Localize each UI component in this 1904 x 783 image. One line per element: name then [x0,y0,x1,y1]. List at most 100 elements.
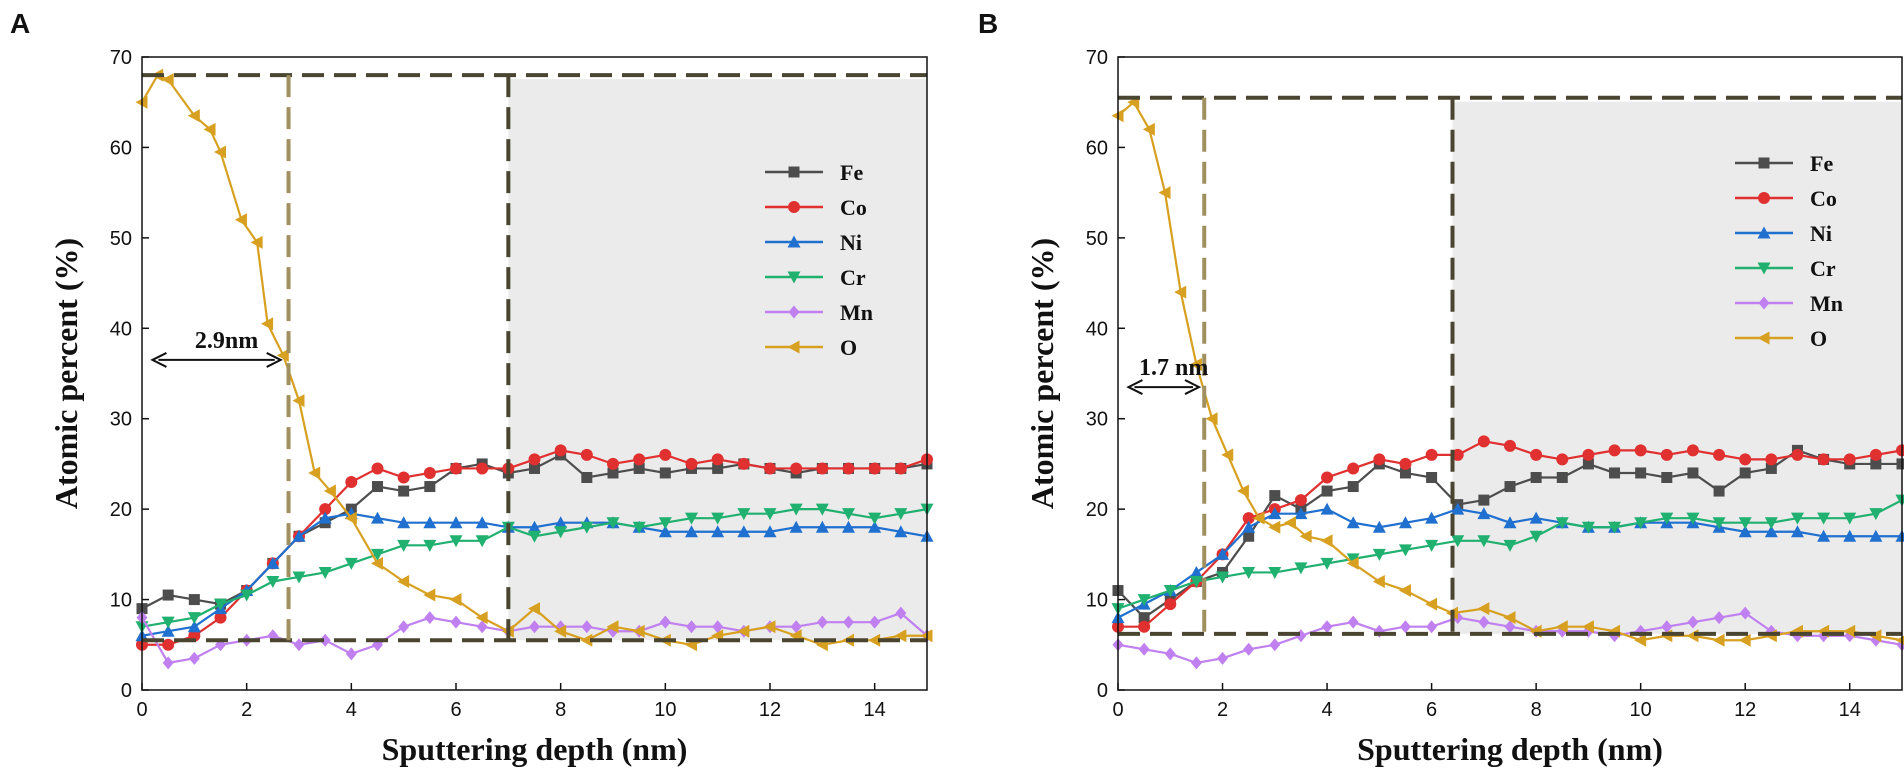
data-point-fe-b [1739,467,1751,479]
data-point-fe-b [1635,467,1647,479]
x-tick-label-b: 8 [1531,699,1542,721]
data-point-cr-b [1372,548,1386,561]
data-point-mn-a [476,620,488,634]
data-point-o-a [528,602,540,616]
x-axis-title-b: Sputtering depth (nm) [1357,731,1663,767]
legend-marker-o-a [787,340,800,354]
legend-label-mn-b: Mn [1810,291,1843,316]
data-point-mn-b [1426,620,1438,634]
data-point-o-b [1843,624,1856,638]
data-point-o-b [1252,511,1265,525]
data-point-ni-a [371,511,384,524]
data-point-ni-a [161,624,175,637]
data-point-mn-b [1739,606,1751,620]
legend-label-o-a: O [840,335,857,360]
data-point-co-b [1321,471,1334,484]
data-point-fe-a [372,481,383,493]
data-point-fe-a [712,462,724,474]
data-point-fe-a [607,467,619,479]
data-point-fe-b [1870,458,1882,470]
data-point-ni-a [685,525,698,538]
data-point-mn-b [1321,620,1333,634]
annotation-label-a: 2.9nm [195,328,258,354]
data-point-mn-a [188,651,200,665]
data-point-mn-b [1164,647,1176,661]
data-point-ni-a [397,516,411,529]
data-point-fe-a [659,467,671,479]
data-point-co-a [607,457,619,470]
data-point-o-a [737,624,750,638]
data-point-fe-b [1321,485,1333,497]
y-tick-label-a: 50 [110,228,132,250]
y-tick-label-b: 70 [1086,47,1108,69]
data-point-fe-b [1399,467,1411,479]
data-point-mn-b [1217,651,1229,665]
data-point-cr-a [580,521,594,534]
data-point-fe-b [1661,471,1673,483]
data-point-ni-a [711,525,725,538]
data-point-co-a [633,453,646,466]
data-point-co-a [894,462,907,475]
data-point-mn-a [293,638,305,652]
data-point-ni-a [894,525,908,538]
data-point-mn-b [1713,611,1725,625]
data-point-fe-b [1896,458,1904,470]
legend-label-fe-b: Fe [1810,151,1833,176]
x-axis-title-a: Sputtering depth (nm) [382,731,688,767]
data-point-o-b [1268,520,1281,534]
data-point-mn-a [712,620,724,634]
data-point-co-a [554,444,567,457]
data-point-mn-a [581,620,593,634]
data-point-o-b [1158,186,1171,200]
data-point-ni-a [187,620,201,633]
data-point-cr-b [1634,517,1648,530]
data-point-co-a [319,503,332,516]
data-point-mn-b [1399,620,1411,634]
data-point-co-b [1843,453,1856,466]
data-point-mn-a [790,620,802,634]
data-point-o-a [423,588,436,602]
data-point-co-a [345,476,358,489]
x-tick-label-a: 2 [241,699,252,721]
data-point-ni-a [763,525,777,538]
data-point-mn-a [869,615,881,629]
data-point-o-a [187,109,200,123]
data-point-cr-a [606,517,620,530]
data-point-cr-a [371,548,384,561]
data-point-cr-b [1477,535,1491,548]
data-point-ni-b [1451,502,1465,515]
data-point-mn-a [895,606,907,620]
data-point-cr-b [1451,535,1465,548]
data-point-cr-b [1712,517,1726,530]
data-point-co-a [528,453,541,466]
data-point-co-b [1765,453,1778,466]
legend-marker-fe-a [788,166,800,178]
data-point-co-b [1138,620,1151,633]
data-point-ni-a [423,516,437,529]
data-point-o-b [1425,597,1438,611]
data-point-co-a [868,462,881,475]
data-point-mn-b [1347,615,1359,629]
data-point-o-a [397,574,410,588]
legend-marker-ni-b [1757,226,1771,239]
y-tick-label-a: 10 [110,590,132,612]
data-point-o-a [632,624,645,638]
data-point-o-b [1320,534,1333,548]
data-point-o-b [1503,611,1516,625]
data-point-ni-b [1294,507,1308,520]
data-point-co-a [476,462,489,475]
x-tick-label-b: 6 [1426,699,1437,721]
y-axis-title-a: Atomic percent (%) [48,238,84,509]
data-point-cr-a [554,526,568,539]
shaded-region-a [508,79,927,641]
plot-frame-a [141,56,928,691]
data-point-o-b [1299,529,1312,543]
data-point-ni-b [1738,525,1752,538]
legend-label-co-a: Co [840,195,867,220]
data-point-o-a [276,348,289,362]
data-point-fe-b [1243,530,1255,542]
annotation-arrowhead-right-b [1184,379,1202,395]
data-point-mn-a [398,620,410,634]
data-point-co-a [737,457,750,470]
data-point-fe-b [1138,612,1150,624]
